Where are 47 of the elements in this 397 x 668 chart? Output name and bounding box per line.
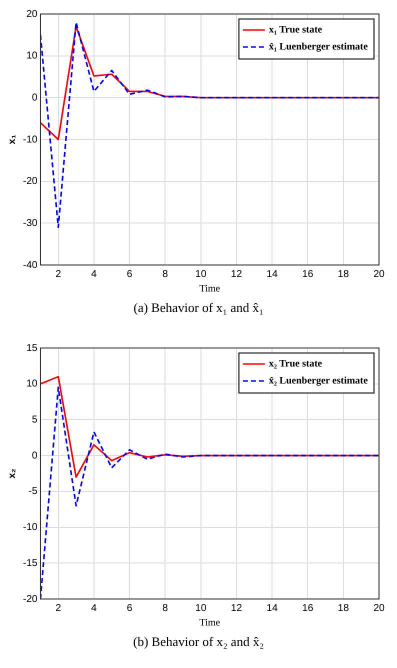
y-tick-label: 15 xyxy=(26,342,38,354)
x-tick-label: 6 xyxy=(126,602,133,614)
legend-label: x̂₁ Luenberger estimate xyxy=(268,42,368,53)
x-tick-label: 18 xyxy=(338,268,350,280)
x-tick-label: 2 xyxy=(55,602,62,614)
x-tick-label: 16 xyxy=(302,602,314,614)
y-tick-label: -10 xyxy=(23,522,38,534)
y-tick-label: -15 xyxy=(23,558,38,569)
x-axis-title: Time xyxy=(199,618,221,629)
y-tick-label: -20 xyxy=(23,594,38,605)
x-tick-label: 14 xyxy=(266,268,278,280)
y-tick-label: -30 xyxy=(23,218,38,229)
y-tick-label: -5 xyxy=(28,486,38,498)
y-tick-label: 0 xyxy=(32,92,38,104)
x-tick-label: 4 xyxy=(91,268,98,280)
y-tick-label: -20 xyxy=(23,176,38,188)
x-tick-label: 18 xyxy=(338,602,350,614)
y-tick-label: 5 xyxy=(32,414,38,426)
y-tick-label: 10 xyxy=(26,50,38,62)
text: (b) Behavior of x₂ and x̂₂ xyxy=(132,634,265,650)
y-tick-label: -40 xyxy=(23,260,38,271)
y-tick-label: 20 xyxy=(26,8,38,20)
y-tick-label: -10 xyxy=(23,134,38,146)
y-tick-label: 10 xyxy=(26,378,38,390)
x-axis-title: Time xyxy=(199,284,221,295)
y-axis-title: x₂ xyxy=(6,468,18,479)
x-tick-label: 10 xyxy=(195,602,207,614)
x-tick-label: 14 xyxy=(266,602,278,614)
legend-label: x₁ True state xyxy=(268,24,323,36)
x-tick-label: 12 xyxy=(230,602,242,614)
legend-label: x₂ True state xyxy=(268,358,323,370)
x-tick-label: 20 xyxy=(373,602,385,614)
x-tick-label: 10 xyxy=(195,268,207,280)
y-axis-title: x₁ xyxy=(6,134,18,144)
line-series xyxy=(40,386,379,599)
x-tick-label: 2 xyxy=(55,268,62,280)
x-tick-label: 4 xyxy=(91,602,98,614)
x-tick-label: 16 xyxy=(302,268,314,280)
x-tick-label: 8 xyxy=(162,268,168,280)
x-tick-label: 12 xyxy=(230,268,242,280)
line-series xyxy=(40,22,379,228)
x-tick-label: 6 xyxy=(126,268,133,280)
x-tick-label: 8 xyxy=(162,602,168,614)
y-tick-label: 0 xyxy=(32,450,38,462)
x-tick-label: 20 xyxy=(373,268,385,280)
legend-label: x̂₂ Luenberger estimate xyxy=(268,376,368,387)
text: (a) Behavior of x₁ and x̂₁ xyxy=(132,300,264,316)
